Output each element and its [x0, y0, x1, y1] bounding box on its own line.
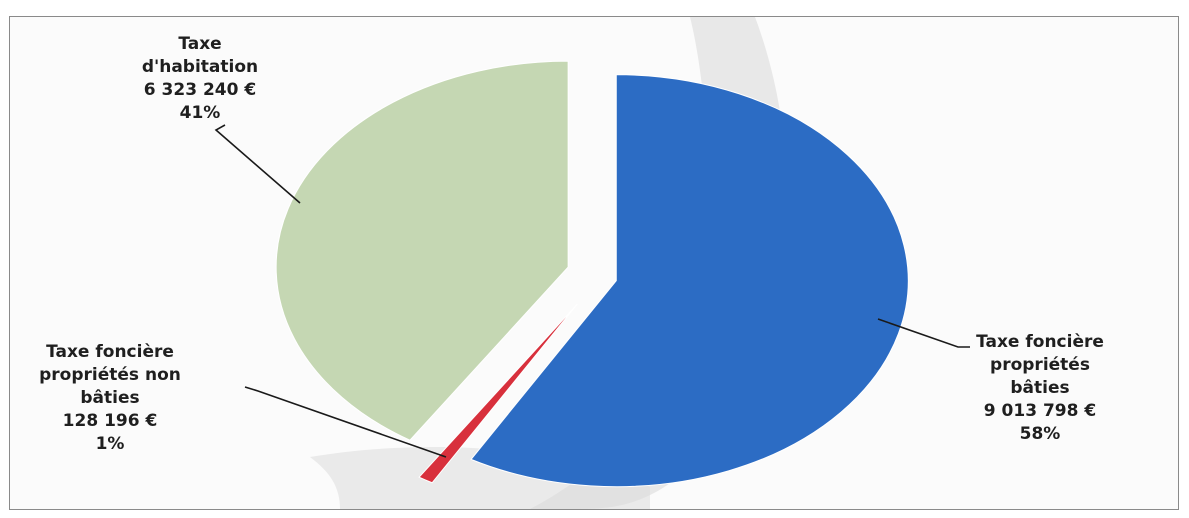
top-strip [0, 0, 1189, 10]
pie-chart: Taxe d'habitation 6 323 240 €41% Taxe fonci… [39, 17, 1104, 509]
label-taxe-fonciere-non-baties: Taxe foncière propriétés non bâties 128 196… [39, 342, 181, 454]
slice-taxe-fonciere-baties [470, 74, 909, 488]
leader-line [877, 318, 970, 348]
chart-frame: Taxe d'habitation 6 323 240 €41% Taxe fonci… [9, 16, 1179, 510]
slice-labels: Taxe d'habitation 6 323 240 €41% Taxe fonci… [39, 34, 1104, 454]
label-taxe-habitation: Taxe d'habitation 6 323 240 €41% [142, 34, 258, 123]
label-taxe-fonciere-baties: Taxe foncière propriétés bâties 9 013 798 €… [976, 332, 1104, 444]
leader-lines [214, 124, 970, 458]
pie-slices [275, 60, 909, 488]
leader-line [244, 386, 447, 458]
leader-line [214, 124, 301, 204]
slice-taxe-habitation [275, 60, 569, 441]
slice-taxe-fonciere-non-baties [418, 303, 578, 484]
